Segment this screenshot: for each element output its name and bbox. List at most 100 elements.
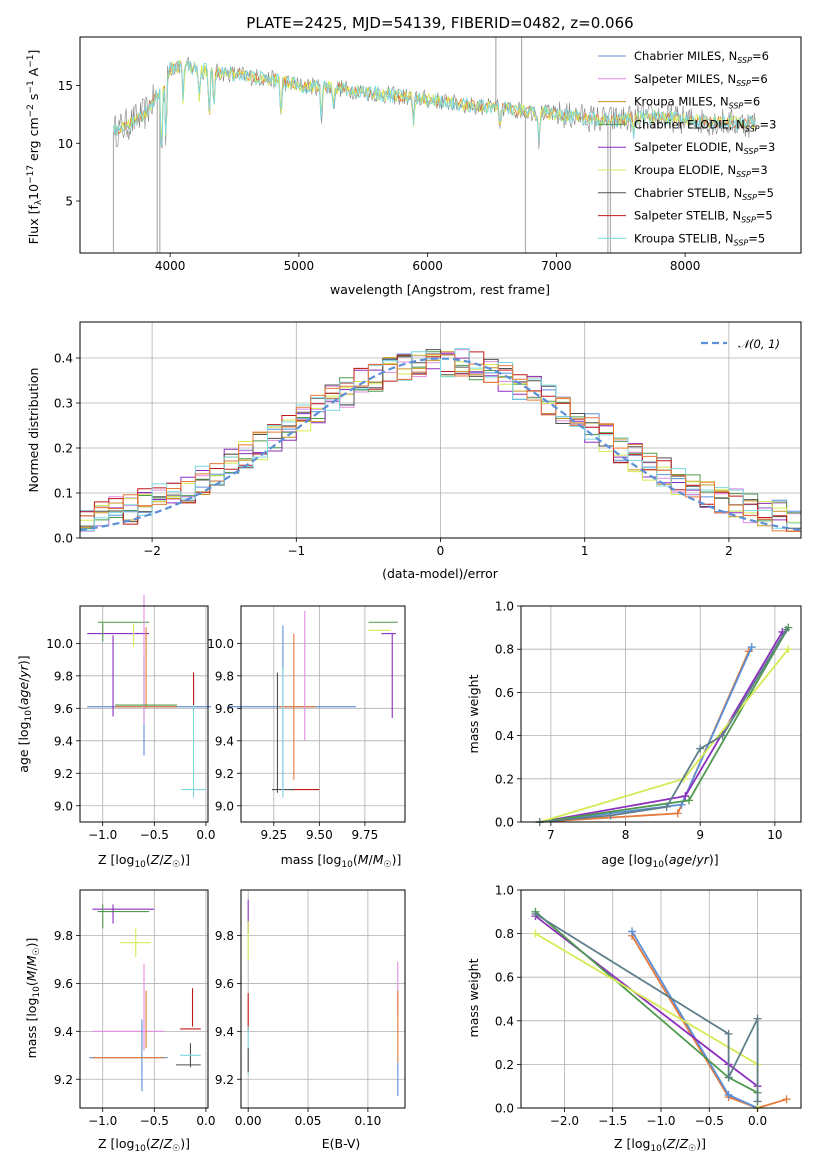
- p3-ytick-label: 9.0: [54, 799, 73, 813]
- residual-plot-area: [79, 348, 802, 532]
- p7-grid: [241, 890, 405, 1108]
- residual-ytick-label: 0.1: [54, 487, 73, 501]
- p5-ylabel: mass weight: [466, 674, 481, 753]
- p5-plot-area: [535, 623, 793, 826]
- p6-ytick-label: 9.6: [54, 977, 73, 991]
- mass-weight-vs-metallicity-panel: −2.0 −1.5 −1.0 −0.5 0.0 0.0 0.2 0.4 0.6 0.8 1.0: [495, 884, 802, 1128]
- p4-ytick-label: 9.2: [215, 767, 234, 781]
- p8-weight-marker: [628, 927, 637, 936]
- p5-xtick-label: 8: [622, 828, 630, 842]
- p7-ytick-label: 9.4: [215, 1025, 234, 1039]
- spectrum-xtick-label: 6000: [412, 259, 443, 273]
- age-vs-mass-panel: 9.25 9.50 9.75 9.0 9.2 9.4 9.6 9.8 10.0: [207, 605, 406, 842]
- p4-ytick-label: 9.4: [215, 734, 234, 748]
- p8-xtick-label: −1.0: [646, 1114, 675, 1128]
- p8-weight-line: [631, 930, 758, 1109]
- residual-histogram-panel: −2 −1 0 1 2 0.0 0.1 0.2 0.3 0.4 𝒩(0, 1): [54, 321, 802, 558]
- p8-plot-area: [531, 907, 791, 1112]
- spectrum-xtick-label: 8000: [670, 259, 701, 273]
- p5-xtick-label: 10: [767, 828, 782, 842]
- p3-xtick-label: −0.5: [140, 828, 169, 842]
- spectrum-xtick-label: 5000: [284, 259, 315, 273]
- p4-frame: [240, 605, 406, 823]
- p8-grid: [521, 889, 801, 1109]
- p8-weight-marker: [531, 909, 540, 918]
- spectrum-plot-area: [112, 37, 756, 253]
- p8-ytick-label: 0.2: [495, 1058, 514, 1072]
- residual-ytick-label: 0.2: [54, 442, 73, 456]
- p5-xtick-label: 9: [696, 828, 704, 842]
- p8-ytick-label: 0.6: [495, 971, 514, 985]
- p3-plot-area: [87, 594, 212, 798]
- p3-ytick-label: 9.2: [54, 767, 73, 781]
- legend-entry: Chabrier MILES, NSSP=6: [634, 49, 769, 65]
- p5-xlabel: age [log10(age/yr)]: [601, 852, 718, 870]
- p7-ytick-label: 9.6: [215, 977, 234, 991]
- residual-xtick-label: 0: [437, 544, 445, 558]
- spectrum-frame: [79, 36, 802, 254]
- p5-frame: [520, 605, 802, 823]
- legend-entry: Kroupa STELIB, NSSP=5: [634, 231, 765, 247]
- p3-xlabel: Z [log10(Z/Z☉)]: [98, 852, 190, 870]
- p7-plot-area: [247, 899, 399, 1097]
- mass-vs-ebv-panel: 0.00 0.05 0.10 9.2 9.4 9.6 9.8: [215, 889, 406, 1128]
- p7-xtick-label: 0.10: [355, 1114, 382, 1128]
- p5-ytick-label: 0.6: [495, 686, 514, 700]
- p4-xtick-label: 9.75: [352, 828, 379, 842]
- p8-weight-marker: [531, 929, 540, 938]
- spectrum-legend: Chabrier MILES, NSSP=6 Salpeter MILES, NS…: [598, 49, 776, 247]
- p8-frame: [520, 889, 802, 1109]
- legend-entry: Chabrier STELIB, NSSP=5: [634, 186, 774, 202]
- p8-weight-marker: [724, 1029, 733, 1038]
- p3-frame: [79, 605, 209, 823]
- spectrum-xtick-label: 4000: [155, 259, 186, 273]
- p7-ytick-label: 9.8: [215, 929, 234, 943]
- p4-plot-area: [228, 610, 398, 798]
- p3-ytick-label: 9.4: [54, 734, 73, 748]
- p6-ylabel: mass [log10(M/M☉)]: [24, 938, 42, 1059]
- p4-grid: [241, 606, 405, 822]
- p5-ytick-label: 0.8: [495, 643, 514, 657]
- p8-xtick-label: −2.0: [550, 1114, 579, 1128]
- p8-ytick-label: 1.0: [495, 884, 514, 898]
- p5-weight-marker: [681, 792, 690, 801]
- p8-xtick-label: −0.5: [695, 1114, 724, 1128]
- p5-ytick-label: 0.4: [495, 729, 514, 743]
- p8-ytick-label: 0.0: [495, 1102, 514, 1116]
- gauss-legend-label: 𝒩(0, 1): [738, 337, 780, 351]
- p5-weight-line: [539, 627, 790, 823]
- p5-weight-marker: [718, 731, 727, 740]
- p8-weight-marker: [724, 1090, 733, 1099]
- p5-weight-marker: [606, 811, 615, 820]
- p5-ytick-label: 1.0: [495, 600, 514, 614]
- p8-xtick-label: −1.5: [598, 1114, 627, 1128]
- residual-ytick-label: 0.3: [54, 397, 73, 411]
- p8-weight-marker: [724, 1073, 733, 1082]
- p8-ytick-label: 0.4: [495, 1014, 514, 1028]
- legend-entry: Kroupa MILES, NSSP=6: [634, 95, 760, 111]
- p6-ytick-label: 9.2: [54, 1073, 73, 1087]
- p5-xtick-label: 7: [547, 828, 555, 842]
- residual-ytick-label: 0.0: [54, 532, 73, 546]
- p3-ytick-label: 9.8: [54, 669, 73, 683]
- residual-xtick-label: −2: [143, 544, 161, 558]
- legend-entry: Salpeter ELODIE, NSSP=3: [634, 140, 775, 156]
- p7-xlabel: E(B-V): [322, 1136, 361, 1151]
- p5-ytick-label: 0.2: [495, 772, 514, 786]
- p6-xtick-label: −1.0: [88, 1114, 117, 1128]
- p8-xlabel: Z [log10(Z/Z☉)]: [614, 1136, 706, 1154]
- p5-weight-marker: [784, 645, 793, 654]
- p4-ytick-label: 10.0: [207, 637, 234, 651]
- p8-weight-marker: [753, 1097, 762, 1106]
- p7-frame: [240, 889, 406, 1109]
- spectrum-model-line: [113, 60, 756, 147]
- residual-ylabel: Normed distribution: [26, 368, 41, 493]
- figure-title: PLATE=2425, MJD=54139, FIBERID=0482, z=0…: [246, 14, 633, 32]
- legend-entry: Salpeter STELIB, NSSP=5: [634, 209, 773, 225]
- p5-grid: [521, 605, 801, 823]
- p4-ytick-label: 9.6: [215, 702, 234, 716]
- p3-ytick-label: 9.6: [54, 702, 73, 716]
- p4-ytick-label: 9.0: [215, 799, 234, 813]
- p8-weight-line: [631, 935, 787, 1109]
- legend-entry: Kroupa ELODIE, NSSP=3: [634, 163, 768, 179]
